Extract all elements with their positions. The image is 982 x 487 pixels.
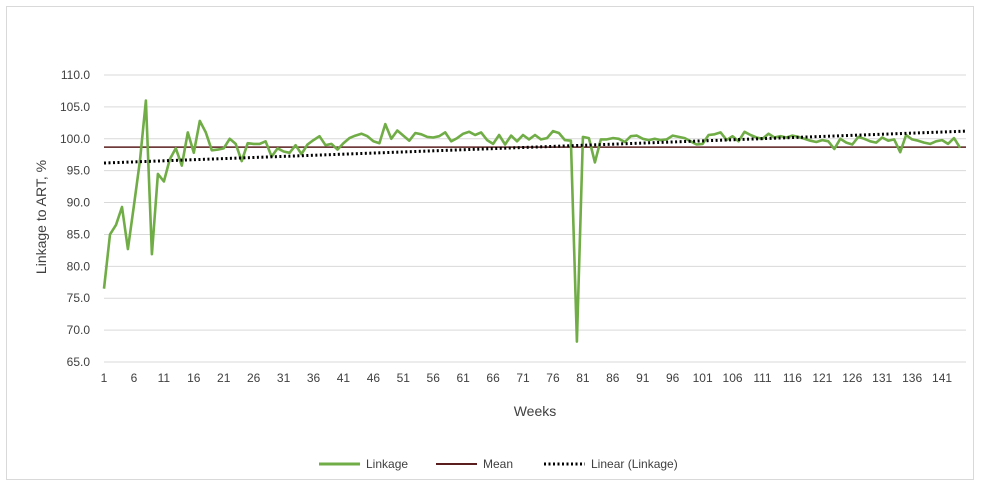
x-tick-label: 41: [337, 371, 351, 385]
x-tick-label: 136: [902, 371, 922, 385]
x-tick-label: 11: [158, 371, 171, 385]
legend-label-mean: Mean: [483, 457, 513, 471]
y-tick-label: 95.0: [67, 164, 91, 178]
x-tick-label: 16: [187, 371, 201, 385]
x-tick-label: 96: [666, 371, 680, 385]
x-tick-label: 71: [516, 371, 530, 385]
x-tick-label: 66: [486, 371, 500, 385]
y-tick-label: 105.0: [60, 100, 90, 114]
y-tick-label: 100.0: [60, 132, 90, 146]
x-tick-label: 111: [753, 371, 772, 385]
y-tick-label: 80.0: [67, 259, 91, 273]
x-tick-label: 116: [783, 371, 802, 385]
x-tick-label: 81: [576, 371, 590, 385]
x-tick-label: 51: [397, 371, 411, 385]
x-tick-label: 1: [101, 371, 108, 385]
x-tick-label: 21: [217, 371, 231, 385]
x-axis-ticks: 1 6 11 16 21 26 31 36 41 46 51 56 61 66 71 76 81 86 91 96 10…: [101, 371, 953, 385]
gridlines: [104, 74, 966, 363]
x-tick-label: 131: [872, 371, 892, 385]
y-tick-label: 85.0: [67, 227, 91, 241]
chart-frame: [6, 6, 974, 480]
x-tick-label: 31: [277, 371, 291, 385]
x-tick-label: 126: [842, 371, 862, 385]
x-axis-title: Weeks: [514, 403, 557, 419]
x-tick-label: 106: [723, 371, 743, 385]
y-axis-ticks: 65.0 70.0 75.0 80.0 85.0 90.0 95.0 100.0 105.0 11…: [60, 68, 90, 369]
x-tick-label: 6: [131, 371, 138, 385]
y-tick-label: 70.0: [67, 323, 91, 337]
x-tick-label: 26: [247, 371, 261, 385]
legend: Linkage Mean Linear (Linkage): [319, 457, 678, 471]
y-tick-label: 75.0: [67, 291, 91, 305]
x-tick-label: 46: [367, 371, 381, 385]
x-tick-label: 76: [546, 371, 560, 385]
y-tick-label: 90.0: [67, 196, 91, 210]
x-tick-label: 61: [456, 371, 470, 385]
y-axis-title: Linkage to ART, %: [33, 160, 49, 274]
series-line-linkage: [102, 99, 962, 343]
y-tick-label: 110.0: [61, 68, 90, 82]
x-tick-label: 86: [606, 371, 620, 385]
series-layer: [102, 99, 967, 343]
y-tick-label: 65.0: [67, 355, 91, 369]
legend-label-linkage: Linkage: [366, 457, 408, 471]
x-tick-label: 141: [932, 371, 952, 385]
x-tick-label: 36: [307, 371, 321, 385]
x-tick-label: 91: [636, 371, 650, 385]
x-tick-label: 56: [427, 371, 441, 385]
x-tick-label: 101: [693, 371, 713, 385]
x-tick-label: 121: [812, 371, 832, 385]
legend-label-trend: Linear (Linkage): [591, 457, 678, 471]
